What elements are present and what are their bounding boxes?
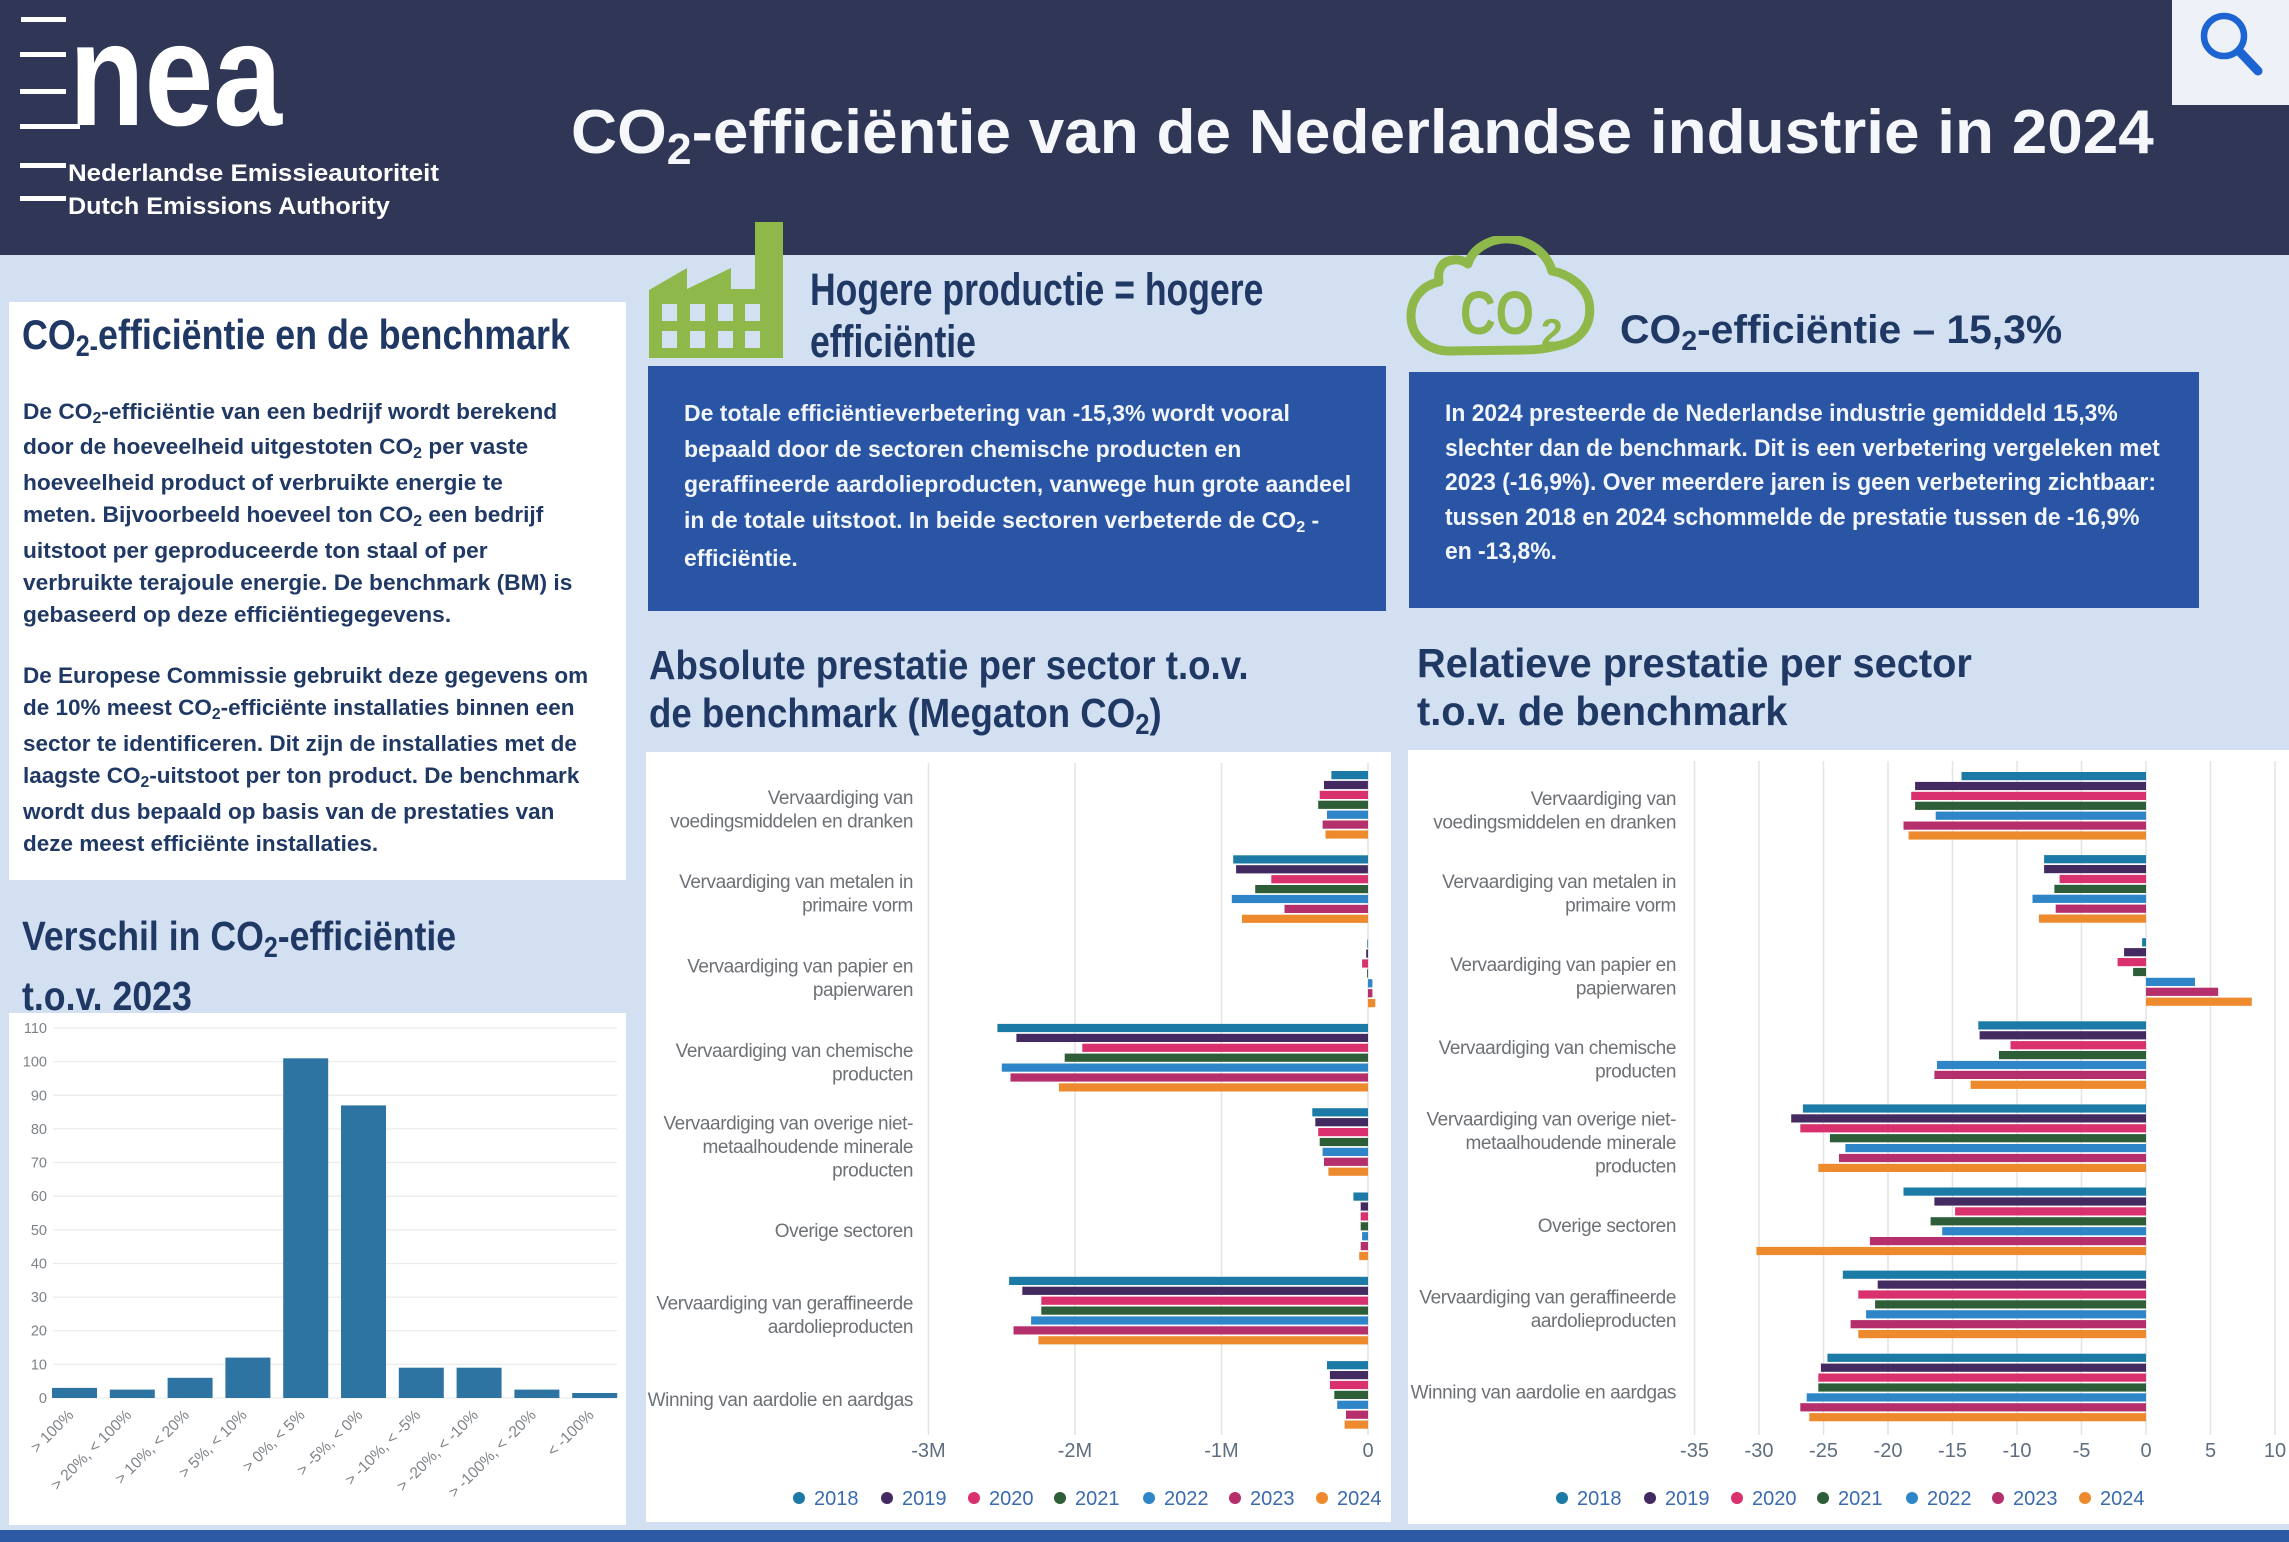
svg-text:2019: 2019 — [1665, 1488, 1710, 1510]
svg-text:70: 70 — [31, 1156, 47, 1172]
svg-text:0: 0 — [39, 1391, 47, 1407]
svg-text:voedingsmiddelen en dranken: voedingsmiddelen en dranken — [1433, 812, 1676, 833]
svg-text:Vervaardiging van geraffineerd: Vervaardiging van geraffineerde — [656, 1294, 913, 1315]
svg-text:Overige sectoren: Overige sectoren — [1538, 1216, 1676, 1237]
svg-text:Vervaardiging van metalen in: Vervaardiging van metalen in — [1442, 872, 1676, 893]
svg-text:Winning van aardolie en aardga: Winning van aardolie en aardgas — [648, 1390, 913, 1411]
svg-text:2020: 2020 — [989, 1488, 1034, 1510]
svg-text:primaire vorm: primaire vorm — [802, 896, 913, 917]
svg-text:2023: 2023 — [2013, 1488, 2058, 1510]
svg-text:2024: 2024 — [1337, 1488, 1382, 1510]
svg-text:aardolieproducten: aardolieproducten — [1531, 1311, 1676, 1332]
svg-text:Vervaardiging van geraffineerd: Vervaardiging van geraffineerde — [1419, 1288, 1676, 1309]
svg-text:metaalhoudende minerale: metaalhoudende minerale — [1465, 1133, 1676, 1154]
svg-text:Vervaardiging van overige niet: Vervaardiging van overige niet- — [1426, 1110, 1676, 1131]
svg-text:papierwaren: papierwaren — [813, 980, 913, 1001]
svg-text:50: 50 — [31, 1223, 47, 1239]
svg-text:2: 2 — [1541, 312, 1563, 355]
svg-text:producten: producten — [1595, 1157, 1676, 1178]
svg-text:0: 0 — [2140, 1440, 2151, 1462]
svg-text:Vervaardiging van chemische: Vervaardiging van chemische — [1439, 1038, 1676, 1059]
svg-text:2020: 2020 — [1752, 1488, 1797, 1510]
svg-text:metaalhoudende minerale: metaalhoudende minerale — [702, 1137, 913, 1158]
svg-text:Winning van aardolie en aardga: Winning van aardolie en aardgas — [1411, 1382, 1676, 1403]
svg-text:30: 30 — [31, 1290, 47, 1306]
svg-text:-25: -25 — [1809, 1440, 1838, 1462]
svg-text:Vervaardiging van papier en: Vervaardiging van papier en — [687, 957, 913, 978]
svg-text:2018: 2018 — [814, 1488, 859, 1510]
svg-text:Vervaardiging van overige niet: Vervaardiging van overige niet- — [663, 1113, 913, 1134]
svg-text:10: 10 — [2264, 1440, 2286, 1462]
svg-text:producten: producten — [1595, 1062, 1676, 1083]
svg-text:2021: 2021 — [1075, 1488, 1120, 1510]
svg-text:2024: 2024 — [2100, 1488, 2145, 1510]
svg-text:-15: -15 — [1938, 1440, 1967, 1462]
svg-text:80: 80 — [31, 1122, 47, 1138]
svg-text:-30: -30 — [1745, 1440, 1774, 1462]
svg-text:-1M: -1M — [1204, 1440, 1238, 1462]
svg-text:10: 10 — [31, 1357, 47, 1373]
svg-text:60: 60 — [31, 1189, 47, 1205]
svg-text:Vervaardiging van papier en: Vervaardiging van papier en — [1450, 955, 1676, 976]
svg-text:90: 90 — [31, 1088, 47, 1104]
svg-text:Vervaardiging van metalen in: Vervaardiging van metalen in — [679, 872, 913, 893]
svg-text:-35: -35 — [1680, 1440, 1709, 1462]
svg-text:Vervaardiging van chemische: Vervaardiging van chemische — [676, 1041, 913, 1062]
svg-text:-2M: -2M — [1058, 1440, 1092, 1462]
svg-text:voedingsmiddelen en dranken: voedingsmiddelen en dranken — [670, 811, 913, 832]
svg-text:-10: -10 — [2003, 1440, 2032, 1462]
svg-text:2022: 2022 — [1927, 1488, 1972, 1510]
svg-text:2023: 2023 — [1250, 1488, 1295, 1510]
svg-text:primaire vorm: primaire vorm — [1565, 896, 1676, 917]
svg-text:Overige sectoren: Overige sectoren — [775, 1221, 913, 1242]
svg-text:Vervaardiging van: Vervaardiging van — [1531, 789, 1676, 810]
svg-text:110: 110 — [24, 1021, 47, 1037]
svg-text:-5: -5 — [2073, 1440, 2091, 1462]
svg-text:2021: 2021 — [1838, 1488, 1883, 1510]
svg-text:100: 100 — [23, 1055, 47, 1071]
svg-text:Vervaardiging van: Vervaardiging van — [768, 788, 913, 809]
svg-text:20: 20 — [31, 1324, 47, 1340]
svg-text:2022: 2022 — [1164, 1488, 1209, 1510]
svg-text:producten: producten — [832, 1160, 913, 1181]
svg-text:aardolieproducten: aardolieproducten — [768, 1317, 913, 1338]
svg-text:papierwaren: papierwaren — [1576, 979, 1676, 1000]
svg-text:0: 0 — [1362, 1440, 1373, 1462]
svg-text:producten: producten — [832, 1064, 913, 1085]
svg-text:40: 40 — [31, 1257, 47, 1273]
svg-text:2018: 2018 — [1577, 1488, 1622, 1510]
svg-text:2019: 2019 — [902, 1488, 947, 1510]
svg-text:5: 5 — [2205, 1440, 2216, 1462]
svg-text:-20: -20 — [1874, 1440, 1903, 1462]
svg-text:-3M: -3M — [911, 1440, 945, 1462]
svg-text:CO: CO — [1460, 279, 1534, 347]
